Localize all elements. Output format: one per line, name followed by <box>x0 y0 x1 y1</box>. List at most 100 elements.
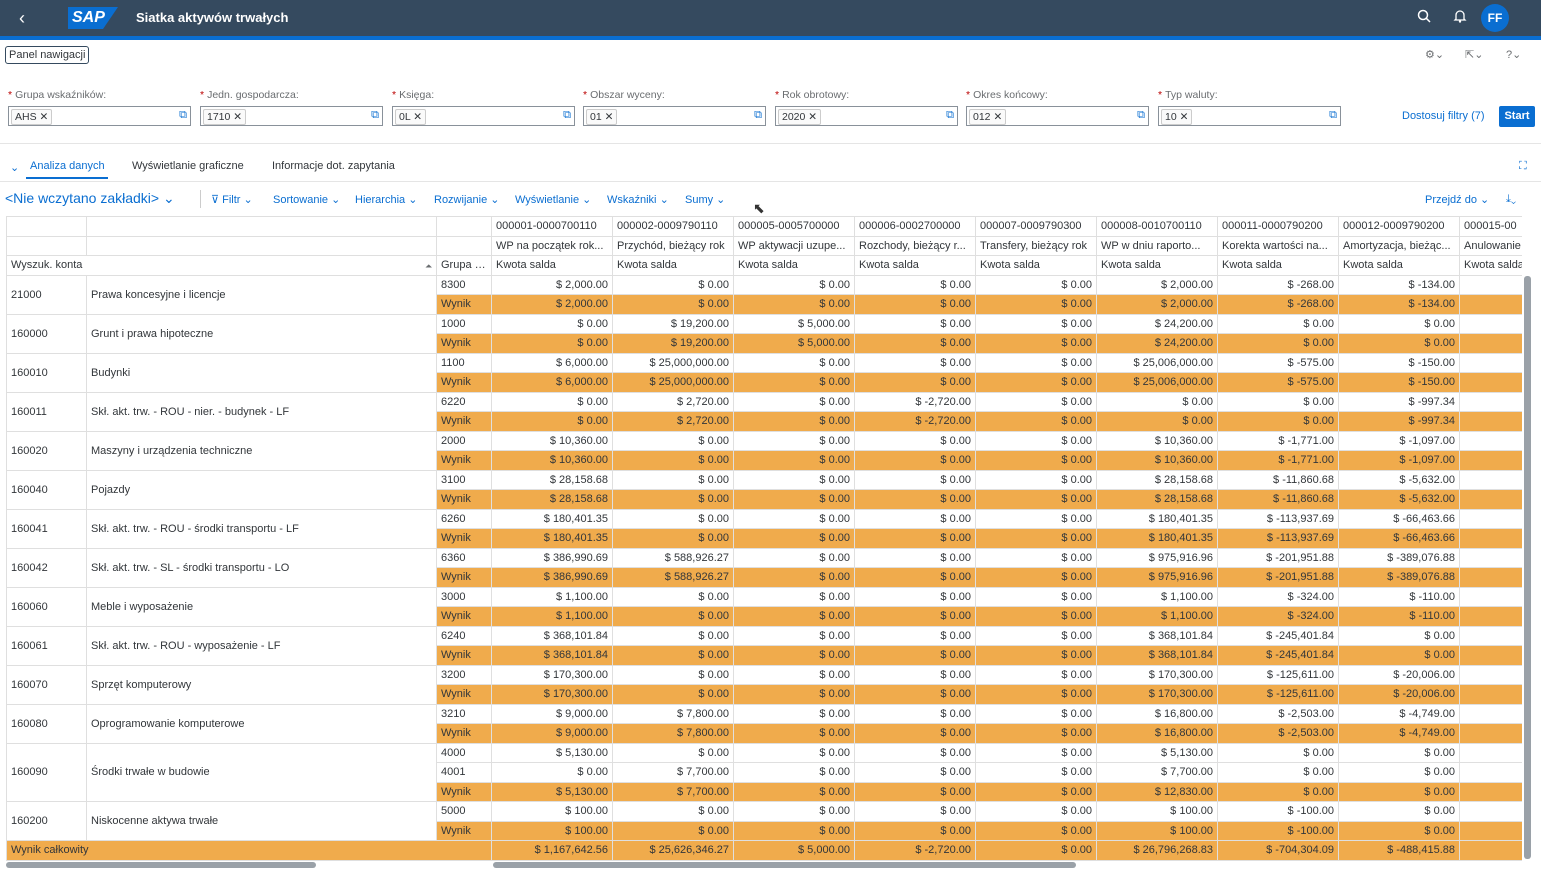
value-cell: $ 0.00 <box>733 352 855 373</box>
filter-input[interactable]: 01 ✕ ⧉ <box>583 106 766 126</box>
total-cell: $ -704,304.09 <box>1217 840 1339 861</box>
bookmark-label: <Nie wczytano zakładki> <box>5 190 160 206</box>
sort-indicator-icon[interactable]: ⏶ <box>425 261 433 271</box>
hierarchy-label: Hierarchia <box>355 194 406 206</box>
search-icon[interactable] <box>1414 8 1434 28</box>
token-remove-icon[interactable]: ✕ <box>1179 111 1189 123</box>
result-cell: $ 0.00 <box>975 372 1097 393</box>
share-icon[interactable]: ⇱⌄ <box>1465 49 1484 61</box>
token-remove-icon[interactable]: ✕ <box>808 111 818 123</box>
filter-token[interactable]: 1710 ✕ <box>203 109 247 125</box>
result-cell <box>1459 684 1522 705</box>
result-cell: $ 0.00 <box>612 820 734 841</box>
fullscreen-icon[interactable]: ⛶ <box>1519 160 1527 172</box>
value-help-icon[interactable]: ⧉ <box>946 109 954 121</box>
column-code-header: 000008-0010700110 <box>1096 216 1218 237</box>
column-desc-header: WP w dniu raporto... <box>1096 235 1218 256</box>
result-cell: $ 0.00 <box>733 684 855 705</box>
result-cell: $ 0.00 <box>975 411 1097 432</box>
display-menu-button[interactable]: Wyświetlanie ⌄ <box>515 194 592 206</box>
collapse-chevron-icon[interactable]: ⌄ <box>10 162 20 174</box>
hierarchy-menu-button[interactable]: Hierarchia ⌄ <box>355 194 418 206</box>
nav-panel-button[interactable]: Panel nawigacji <box>5 46 90 64</box>
token-remove-icon[interactable]: ✕ <box>413 111 423 123</box>
result-cell: $ 0.00 <box>733 781 855 802</box>
filter-input[interactable]: AHS ✕ ⧉ <box>8 106 191 126</box>
adapt-filters-link[interactable]: Dostosuj filtry (7) <box>1402 110 1485 122</box>
result-cell: $ 0.00 <box>1338 820 1460 841</box>
expand-menu-button[interactable]: Rozwijanie ⌄ <box>434 194 500 206</box>
filter-input[interactable]: 0L ✕ ⧉ <box>392 106 575 126</box>
help-icon[interactable]: ?⌄ <box>1506 49 1522 61</box>
vertical-scrollbar[interactable] <box>1524 276 1531 859</box>
value-cell: $ 0.00 <box>975 664 1097 685</box>
notifications-bell-icon[interactable] <box>1450 8 1470 28</box>
value-help-icon[interactable]: ⧉ <box>754 109 762 121</box>
account-name: Oprogramowanie komputerowe <box>86 703 437 744</box>
start-button[interactable]: Start <box>1499 106 1535 127</box>
settings-icon[interactable]: ⚙⌄ <box>1425 49 1445 61</box>
value-help-icon[interactable]: ⧉ <box>1137 109 1145 121</box>
filter-input[interactable]: 10 ✕ ⧉ <box>1158 106 1341 126</box>
value-help-icon[interactable]: ⧉ <box>563 109 571 121</box>
result-cell: $ -1,097.00 <box>1338 450 1460 471</box>
result-cell: $ 16,800.00 <box>1096 723 1218 744</box>
result-cell: $ 0.00 <box>733 820 855 841</box>
value-help-icon[interactable]: ⧉ <box>179 109 187 121</box>
value-cell: $ 0.00 <box>612 430 734 451</box>
result-cell: $ 0.00 <box>854 489 976 510</box>
user-avatar[interactable]: FF <box>1481 4 1509 32</box>
back-icon[interactable]: ‹ <box>19 8 25 28</box>
sap-logo[interactable]: SAP <box>68 7 118 29</box>
total-row: Wynik całkowity $ 1,167,642.56 $ 25,626,34… <box>6 840 1522 861</box>
filter-token[interactable]: 2020 ✕ <box>778 109 822 125</box>
table-row: 160011 Skł. akt. trw. - ROU - nier. - bud… <box>6 391 1522 432</box>
value-cell: $ 0.00 <box>1338 625 1460 646</box>
value-cell: $ 386,990.69 <box>491 547 613 568</box>
tab-query-info[interactable]: Informacje dot. zapytania <box>272 160 395 172</box>
value-cell: $ 0.00 <box>1217 391 1339 412</box>
token-remove-icon[interactable]: ✕ <box>604 111 614 123</box>
result-cell: $ 7,800.00 <box>612 723 734 744</box>
result-cell: $ 0.00 <box>733 645 855 666</box>
filter-input[interactable]: 012 ✕ ⧉ <box>966 106 1149 126</box>
token-remove-icon[interactable]: ✕ <box>993 111 1003 123</box>
value-cell: $ -125,611.00 <box>1217 664 1339 685</box>
result-cell: $ 0.00 <box>854 450 976 471</box>
filter-token[interactable]: 01 ✕ <box>586 109 618 125</box>
result-cell: $ 7,700.00 <box>612 781 734 802</box>
value-cell: $ -113,937.69 <box>1217 508 1339 529</box>
filter-token[interactable]: AHS ✕ <box>11 109 53 125</box>
horizontal-scrollbar-right[interactable] <box>493 862 1076 868</box>
result-cell: $ -201,951.88 <box>1217 567 1339 588</box>
group-header: Grupa akt <box>436 255 492 276</box>
sort-menu-button[interactable]: Sortowanie ⌄ <box>273 194 341 206</box>
horizontal-scrollbar-left[interactable] <box>6 862 316 868</box>
result-label: Wynik <box>436 606 492 627</box>
sort-label: Sortowanie <box>273 194 329 206</box>
bookmark-selector[interactable]: <Nie wczytano zakładki> ⌄ <box>5 190 175 206</box>
filter-token[interactable]: 10 ✕ <box>1161 109 1193 125</box>
result-cell: $ -245,401.84 <box>1217 645 1339 666</box>
filter-input[interactable]: 1710 ✕ ⧉ <box>200 106 383 126</box>
token-remove-icon[interactable]: ✕ <box>233 111 243 123</box>
goto-menu-button[interactable]: Przejdź do ⌄ <box>1425 194 1490 206</box>
indicators-menu-button[interactable]: Wskaźniki ⌄ <box>607 194 669 206</box>
filter-input[interactable]: 2020 ✕ ⧉ <box>775 106 958 126</box>
tab-data-analysis[interactable]: Analiza danych <box>30 160 105 172</box>
filter-token[interactable]: 0L ✕ <box>395 109 427 125</box>
sums-menu-button[interactable]: Sumy ⌄ <box>685 194 726 206</box>
result-cell: $ 12,830.00 <box>1096 781 1218 802</box>
tab-graphical-display[interactable]: Wyświetlanie graficzne <box>132 160 244 172</box>
value-cell: $ 0.00 <box>975 313 1097 334</box>
result-cell: $ 0.00 <box>612 684 734 705</box>
download-icon[interactable]: ⤓⌄ <box>1506 193 1517 205</box>
token-remove-icon[interactable]: ✕ <box>39 111 49 123</box>
filter-menu-button[interactable]: ⊽ Filtr ⌄ <box>211 194 253 206</box>
account-number: 160020 <box>6 430 87 471</box>
value-cell: $ 0.00 <box>612 801 734 822</box>
total-cell: $ 0.00 <box>975 840 1097 861</box>
value-help-icon[interactable]: ⧉ <box>371 109 379 121</box>
value-help-icon[interactable]: ⧉ <box>1329 109 1337 121</box>
filter-token[interactable]: 012 ✕ <box>969 109 1007 125</box>
